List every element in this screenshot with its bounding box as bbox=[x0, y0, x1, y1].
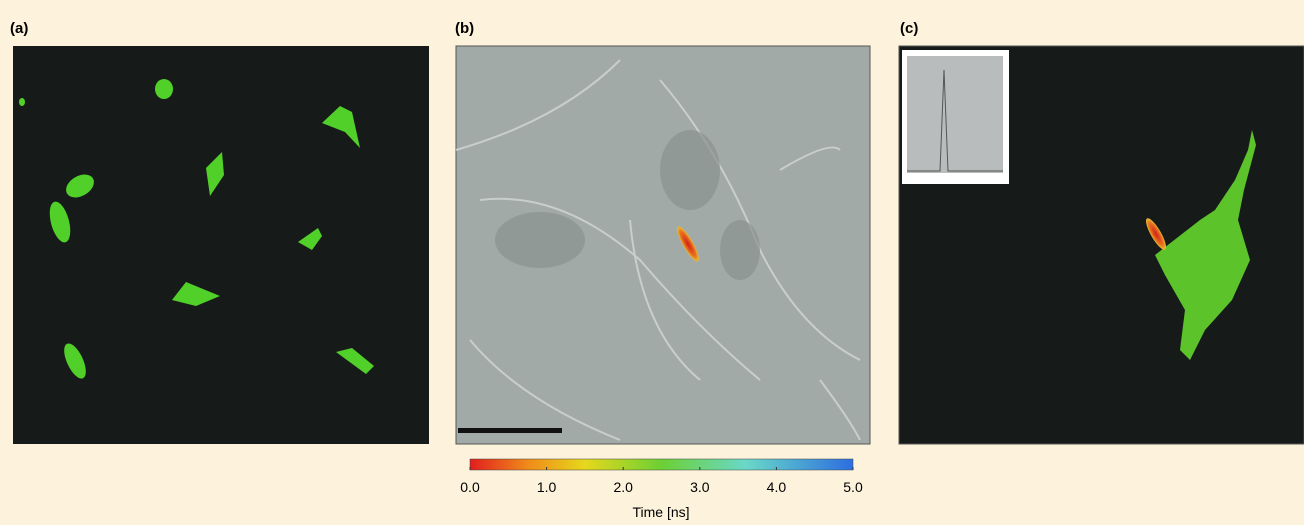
image-c bbox=[898, 45, 1304, 445]
panel-label: (b) bbox=[455, 20, 474, 37]
colorbar-tick-label: 4.0 bbox=[767, 479, 787, 495]
colorbar-tick-label: 1.0 bbox=[537, 479, 557, 495]
colorbar-tick-label: 5.0 bbox=[843, 479, 863, 495]
colorbar-tick-label: 2.0 bbox=[613, 479, 633, 495]
colorbar-title: Time [ns] bbox=[632, 504, 689, 520]
panel-label: (c) bbox=[900, 20, 918, 37]
image-b bbox=[455, 45, 871, 445]
colorbar bbox=[469, 458, 854, 471]
colorbar-tick-label: 3.0 bbox=[690, 479, 710, 495]
panel-label: (a) bbox=[10, 20, 28, 37]
image-a bbox=[13, 46, 429, 444]
colorbar-tick-label: 0.0 bbox=[460, 479, 480, 495]
